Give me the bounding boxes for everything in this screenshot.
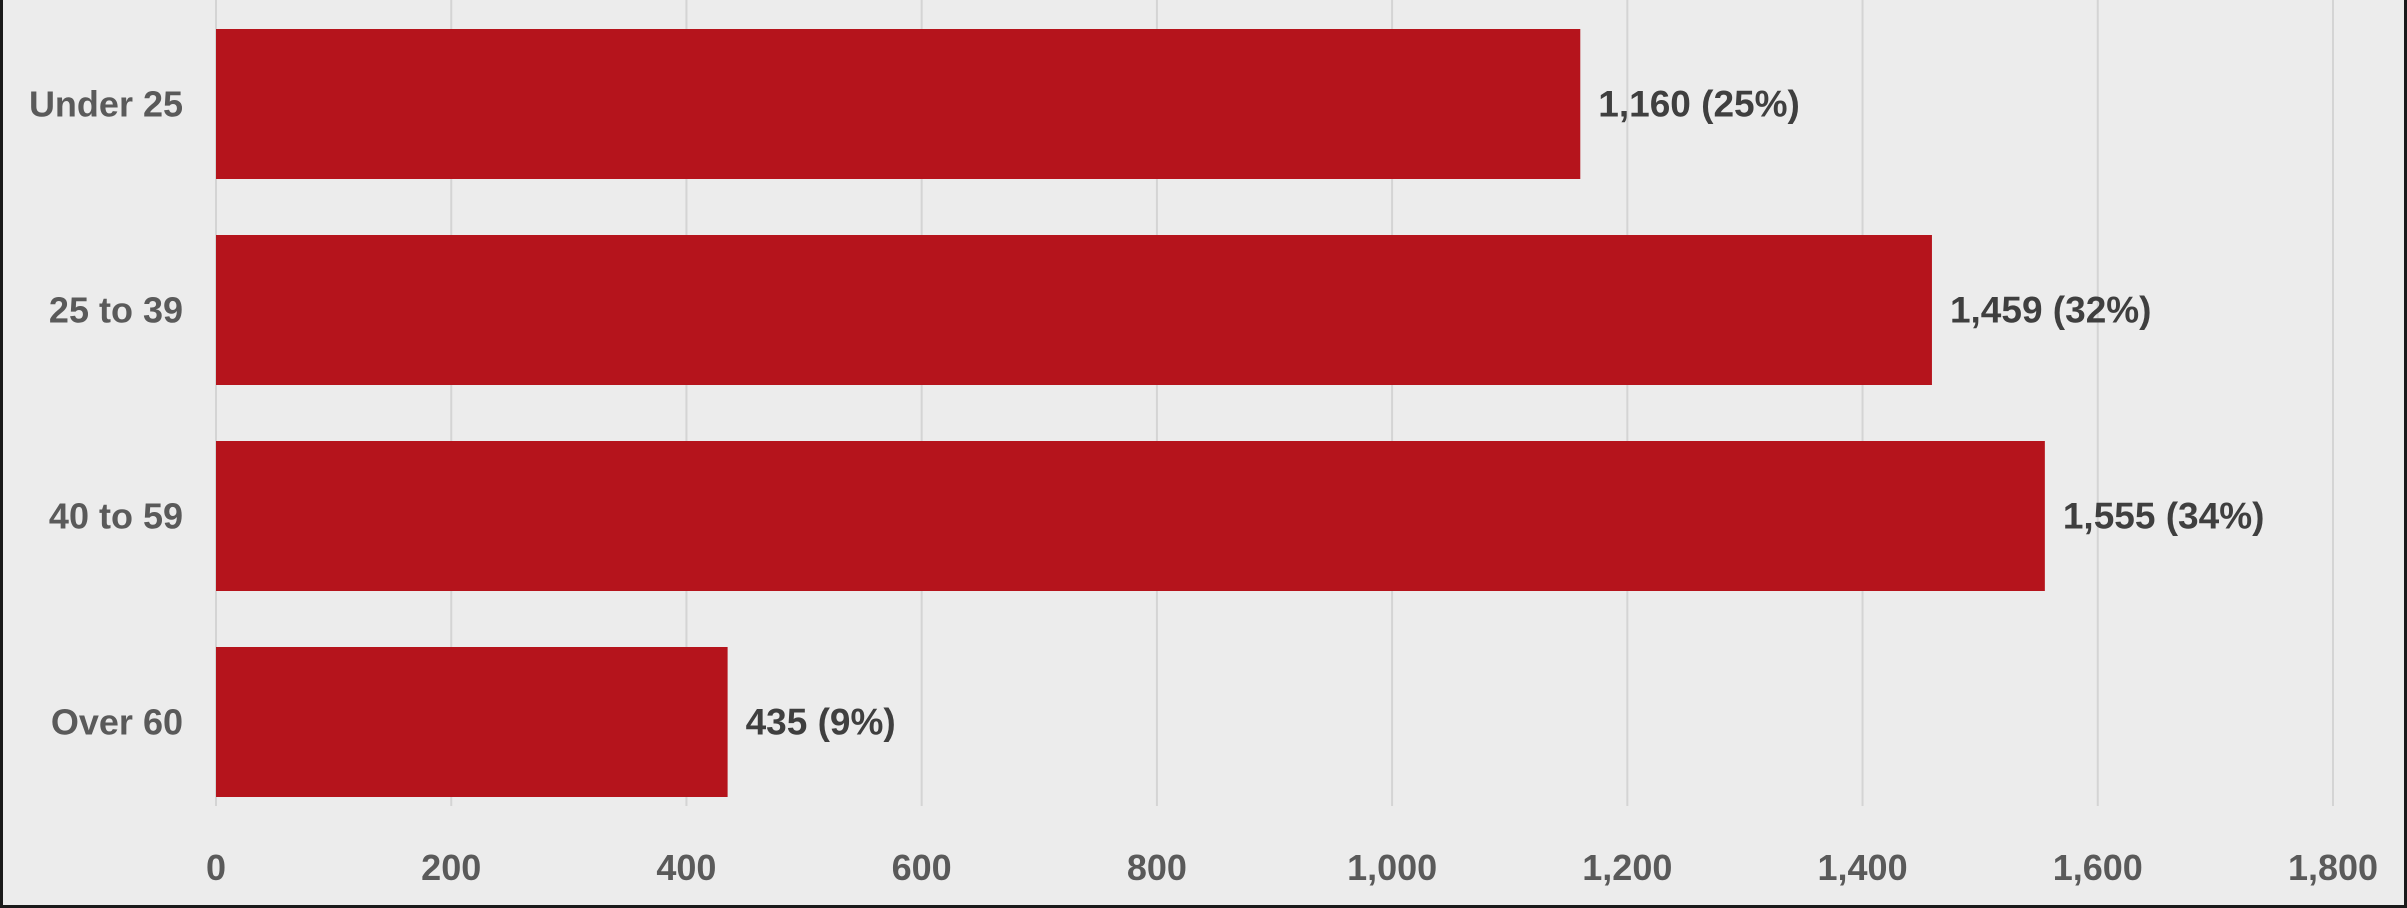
- bar: [216, 441, 2045, 591]
- category-labels: Under 25 25 to 39 40 to 59 Over 60: [29, 84, 183, 743]
- x-tick-label: 400: [656, 847, 716, 888]
- data-label: 1,459 (32%): [1950, 290, 2152, 331]
- x-tick-label: 1,200: [1582, 847, 1672, 888]
- x-tick-label: 800: [1127, 847, 1187, 888]
- bar: [216, 235, 1932, 385]
- x-tick-label: 1,600: [2053, 847, 2143, 888]
- x-tick-label: 600: [892, 847, 952, 888]
- x-tick-label: 200: [421, 847, 481, 888]
- x-tick-label: 1,400: [1818, 847, 1908, 888]
- category-label: Over 60: [51, 702, 183, 743]
- x-tick-label: 1,800: [2288, 847, 2378, 888]
- category-label: 40 to 59: [49, 496, 183, 537]
- data-labels: 1,160 (25%) 1,459 (32%) 1,555 (34%) 435 (9%…: [746, 84, 2265, 743]
- bars: [216, 29, 2045, 797]
- bar-chart: Under 25 25 to 39 40 to 59 Over 60 1,160 (2…: [29, 0, 2378, 888]
- data-label: 435 (9%): [746, 702, 896, 743]
- category-label: 25 to 39: [49, 290, 183, 331]
- bar: [216, 29, 1581, 179]
- category-label: Under 25: [29, 84, 183, 125]
- data-label: 1,555 (34%): [2063, 496, 2265, 537]
- x-tick-label: 0: [206, 847, 226, 888]
- data-label: 1,160 (25%): [1598, 84, 1800, 125]
- bar: [216, 647, 728, 797]
- x-tick-label: 1,000: [1347, 847, 1437, 888]
- x-axis-tick-labels: 0 200 400 600 800 1,000 1,200 1,400 1,600 1,800: [206, 847, 2378, 888]
